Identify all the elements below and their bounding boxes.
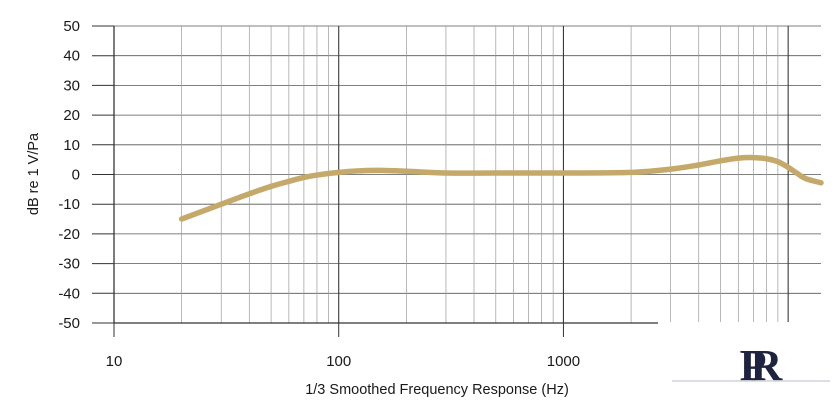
y-tick-label: 40 [63, 48, 80, 65]
y-tick-label: 20 [63, 107, 80, 124]
y-tick-label: 50 [63, 18, 80, 35]
y-tick-labels: 50 40 30 20 10 0 -10 -20 -30 -40 -50 [58, 18, 80, 332]
x-tick-label: 100 [326, 353, 351, 370]
y-tick-label: 30 [63, 77, 80, 94]
x-tick-label: 10 [106, 353, 123, 370]
y-tick-label: -20 [58, 226, 80, 243]
brand-logo: PR [658, 322, 840, 420]
x-axis-title: 1/3 Smoothed Frequency Response (Hz) [305, 382, 569, 398]
logo-background [658, 322, 840, 420]
y-tick-label: -30 [58, 256, 80, 273]
x-tick-label: 1000 [547, 353, 580, 370]
x-tick-labels: 10 100 1000 [106, 353, 580, 370]
series-group [178, 154, 824, 222]
y-tick-label: 0 [72, 167, 80, 184]
y-tick-label: -50 [58, 315, 80, 332]
y-axis-title: dB re 1 V/Pa [26, 132, 42, 215]
y-tick-label: -10 [58, 196, 80, 213]
y-tick-label: -40 [58, 285, 80, 302]
series-line-frequency-response [178, 154, 824, 222]
y-tick-label: 10 [63, 137, 80, 154]
axes [92, 25, 660, 337]
